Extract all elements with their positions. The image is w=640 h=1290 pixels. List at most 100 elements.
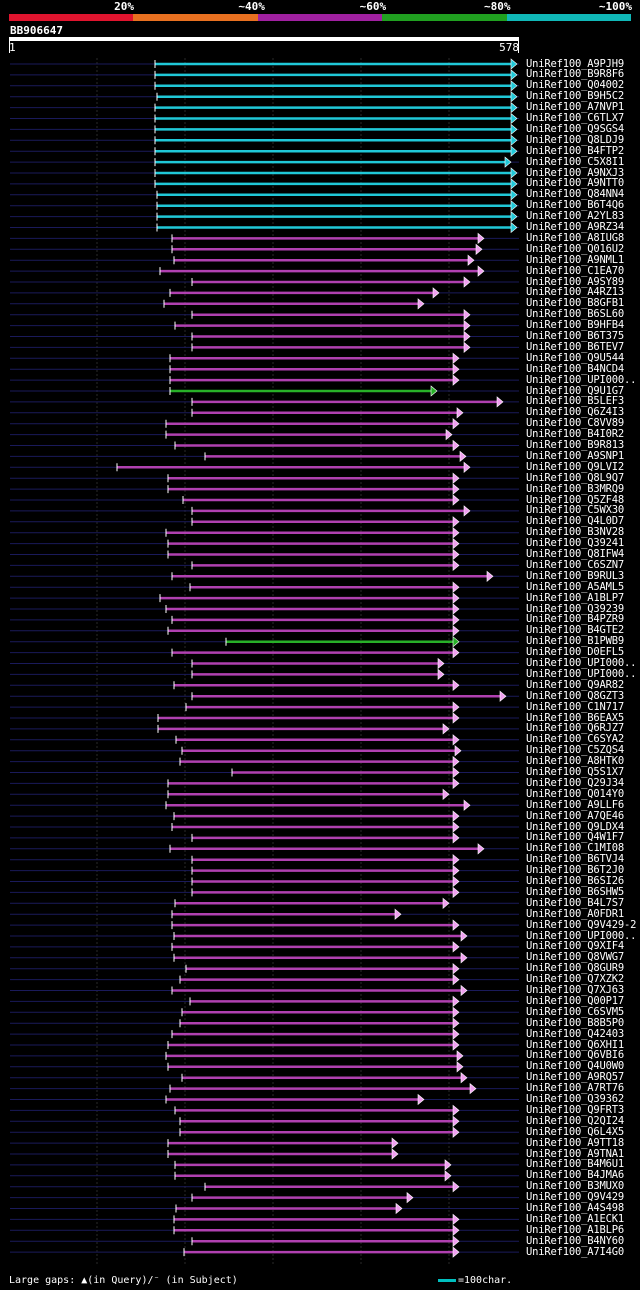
hit-label[interactable]: UniRef100_B4GTE2 xyxy=(526,624,624,637)
hit-label[interactable]: UniRef100_Q6RJZ7 xyxy=(526,722,624,735)
hit-label[interactable]: UniRef100_Q9U1G7 xyxy=(526,384,624,397)
hit-label[interactable]: UniRef100_Q5ZF48 xyxy=(526,493,624,506)
hit-label[interactable]: UniRef100_Q4U0W0 xyxy=(526,1060,624,1073)
hit-label[interactable]: UniRef100_Q6Z4I3 xyxy=(526,406,624,419)
hit-label[interactable]: UniRef100_B4M6U1 xyxy=(526,1158,624,1171)
hit-label[interactable]: UniRef100_Q9XIF4 xyxy=(526,940,624,953)
hit-label[interactable]: UniRef100_Q8GZT3 xyxy=(526,689,624,702)
hit-label[interactable]: UniRef100_A2YL83 xyxy=(526,210,624,223)
hit-label[interactable]: UniRef100_B9HFB4 xyxy=(526,319,624,332)
hit-label[interactable]: UniRef100_B6TVJ4 xyxy=(526,853,624,866)
hit-label[interactable]: UniRef100_A8HTK0 xyxy=(526,755,624,768)
hit-label[interactable]: UniRef100_Q42403 xyxy=(526,1027,624,1040)
hit-label[interactable]: UniRef100_B9H5C2 xyxy=(526,90,624,103)
hit-label[interactable]: UniRef100_Q6L4X5 xyxy=(526,1125,624,1138)
hit-label[interactable]: UniRef100_B6T4Q6 xyxy=(526,199,624,212)
hit-label[interactable]: UniRef100_B4FTP2 xyxy=(526,144,624,157)
hit-label[interactable]: UniRef100_Q8GUR9 xyxy=(526,962,624,975)
hit-label[interactable]: UniRef100_UPI000.. xyxy=(526,657,637,669)
hit-label[interactable]: UniRef100_A9SNP1 xyxy=(526,449,624,462)
hit-label[interactable]: UniRef100_B6SHW5 xyxy=(526,885,624,898)
hit-label[interactable]: UniRef100_Q4W1F7 xyxy=(526,831,624,844)
hit-label[interactable]: UniRef100_A9TT18 xyxy=(526,1136,624,1149)
hit-label[interactable]: UniRef100_C6TLX7 xyxy=(526,112,624,124)
hit-label[interactable]: UniRef100_A7I4G0 xyxy=(526,1245,624,1258)
hit-label[interactable]: UniRef100_B9R813 xyxy=(526,439,624,451)
hit-label[interactable]: UniRef100_B6SI26 xyxy=(526,875,624,887)
hit-label[interactable]: UniRef100_UPI000.. xyxy=(526,373,637,386)
hit-label[interactable]: UniRef100_A5AML5 xyxy=(526,580,624,593)
hit-label[interactable]: UniRef100_Q00P17 xyxy=(526,994,624,1007)
hit-label[interactable]: UniRef100_UPI000.. xyxy=(526,667,637,680)
hit-label[interactable]: UniRef100_Q8LDJ9 xyxy=(526,133,624,146)
hit-label[interactable]: UniRef100_UPI000.. xyxy=(526,929,637,942)
hit-label[interactable]: UniRef100_A4S498 xyxy=(526,1202,624,1214)
hit-label[interactable]: UniRef100_A1BLP6 xyxy=(526,1223,624,1236)
hit-label[interactable]: UniRef100_A9SY89 xyxy=(526,275,624,288)
hit-label[interactable]: UniRef100_C6SYA2 xyxy=(526,733,624,746)
hit-label[interactable]: UniRef100_Q39239 xyxy=(526,602,624,615)
hit-label[interactable]: UniRef100_Q9U544 xyxy=(526,351,624,364)
hit-label[interactable]: UniRef100_Q9V429 xyxy=(526,1191,624,1204)
hit-label[interactable]: UniRef100_A9NML1 xyxy=(526,253,624,266)
hit-label[interactable]: UniRef100_A9RQ57 xyxy=(526,1071,624,1084)
hit-label[interactable]: UniRef100_A1ECK1 xyxy=(526,1212,624,1225)
hit-label[interactable]: UniRef100_Q016U2 xyxy=(526,242,624,255)
hit-label[interactable]: UniRef100_Q9LDX4 xyxy=(526,820,624,833)
hit-label[interactable]: UniRef100_A0FDR1 xyxy=(526,907,624,920)
hit-label[interactable]: UniRef100_Q9V429-2 xyxy=(526,918,637,931)
hit-label[interactable]: UniRef100_B4NY60 xyxy=(526,1234,624,1247)
hit-label[interactable]: UniRef100_B4NCD4 xyxy=(526,362,624,375)
hit-label[interactable]: UniRef100_B3MRQ9 xyxy=(526,482,624,495)
hit-label[interactable]: UniRef100_Q4L0D7 xyxy=(526,515,624,528)
hit-label[interactable]: UniRef100_A9PJH9 xyxy=(526,57,624,70)
hit-label[interactable]: UniRef100_C8VV89 xyxy=(526,417,624,430)
hit-label[interactable]: UniRef100_A4RZ13 xyxy=(526,286,624,299)
hit-label[interactable]: UniRef100_Q6VBI6 xyxy=(526,1049,624,1062)
hit-label[interactable]: UniRef100_Q7XJ63 xyxy=(526,984,624,996)
hit-label[interactable]: UniRef100_B8B5P0 xyxy=(526,1016,624,1029)
hit-label[interactable]: UniRef100_Q8L9Q7 xyxy=(526,471,624,484)
hit-label[interactable]: UniRef100_C5WX30 xyxy=(526,504,624,517)
hit-label[interactable]: UniRef100_B6SL60 xyxy=(526,308,624,321)
hit-label[interactable]: UniRef100_C6SVM5 xyxy=(526,1005,624,1018)
hit-label[interactable]: UniRef100_A7NVP1 xyxy=(526,101,624,114)
hit-label[interactable]: UniRef100_B4I0R2 xyxy=(526,428,624,441)
hit-label[interactable]: UniRef100_Q2QI24 xyxy=(526,1114,624,1127)
hit-label[interactable]: UniRef100_A9NTT0 xyxy=(526,177,624,190)
hit-label[interactable]: UniRef100_B1PWB9 xyxy=(526,635,624,648)
hit-label[interactable]: UniRef100_A1BLP7 xyxy=(526,591,624,604)
hit-label[interactable]: UniRef100_Q6XHI1 xyxy=(526,1038,624,1051)
hit-label[interactable]: UniRef100_C5ZQS4 xyxy=(526,744,624,757)
hit-label[interactable]: UniRef100_A7QE46 xyxy=(526,809,624,822)
hit-label[interactable]: UniRef100_Q7XZK2 xyxy=(526,973,624,986)
hit-label[interactable]: UniRef100_Q014Y0 xyxy=(526,787,624,800)
hit-label[interactable]: UniRef100_B4PZR9 xyxy=(526,613,624,626)
hit-label[interactable]: UniRef100_C1EA70 xyxy=(526,264,624,277)
hit-label[interactable]: UniRef100_Q04002 xyxy=(526,79,624,92)
hit-label[interactable]: UniRef100_B9RUL3 xyxy=(526,569,624,582)
hit-label[interactable]: UniRef100_C6SZN7 xyxy=(526,558,624,571)
hit-label[interactable]: UniRef100_C1N717 xyxy=(526,700,624,713)
hit-label[interactable]: UniRef100_B3MUX0 xyxy=(526,1180,624,1193)
hit-label[interactable]: UniRef100_Q5S1X7 xyxy=(526,766,624,778)
hit-label[interactable]: UniRef100_Q9SGS4 xyxy=(526,122,624,135)
hit-label[interactable]: UniRef100_A9TNA1 xyxy=(526,1147,624,1160)
hit-label[interactable]: UniRef100_B4JMA6 xyxy=(526,1169,624,1182)
hit-label[interactable]: UniRef100_Q9AR82 xyxy=(526,678,624,691)
hit-label[interactable]: UniRef100_A7RT76 xyxy=(526,1082,624,1095)
hit-label[interactable]: UniRef100_Q84NN4 xyxy=(526,188,624,201)
hit-label[interactable]: UniRef100_C1MI08 xyxy=(526,842,624,855)
hit-label[interactable]: UniRef100_B6T2J0 xyxy=(526,864,624,877)
hit-label[interactable]: UniRef100_B6EAX5 xyxy=(526,711,624,724)
hit-label[interactable]: UniRef100_B6T375 xyxy=(526,330,624,342)
hit-label[interactable]: UniRef100_D0EFL5 xyxy=(526,646,624,659)
hit-label[interactable]: UniRef100_A9NXJ3 xyxy=(526,166,624,179)
hit-label[interactable]: UniRef100_B4L7S7 xyxy=(526,896,624,909)
hit-label[interactable]: UniRef100_Q29J34 xyxy=(526,776,624,789)
hit-label[interactable]: UniRef100_A9RZ34 xyxy=(526,221,624,233)
hit-label[interactable]: UniRef100_B3NV28 xyxy=(526,526,624,539)
hit-label[interactable]: UniRef100_B9R8F6 xyxy=(526,68,624,81)
hit-label[interactable]: UniRef100_Q9LVI2 xyxy=(526,460,624,473)
hit-label[interactable]: UniRef100_C5X8I1 xyxy=(526,155,624,168)
